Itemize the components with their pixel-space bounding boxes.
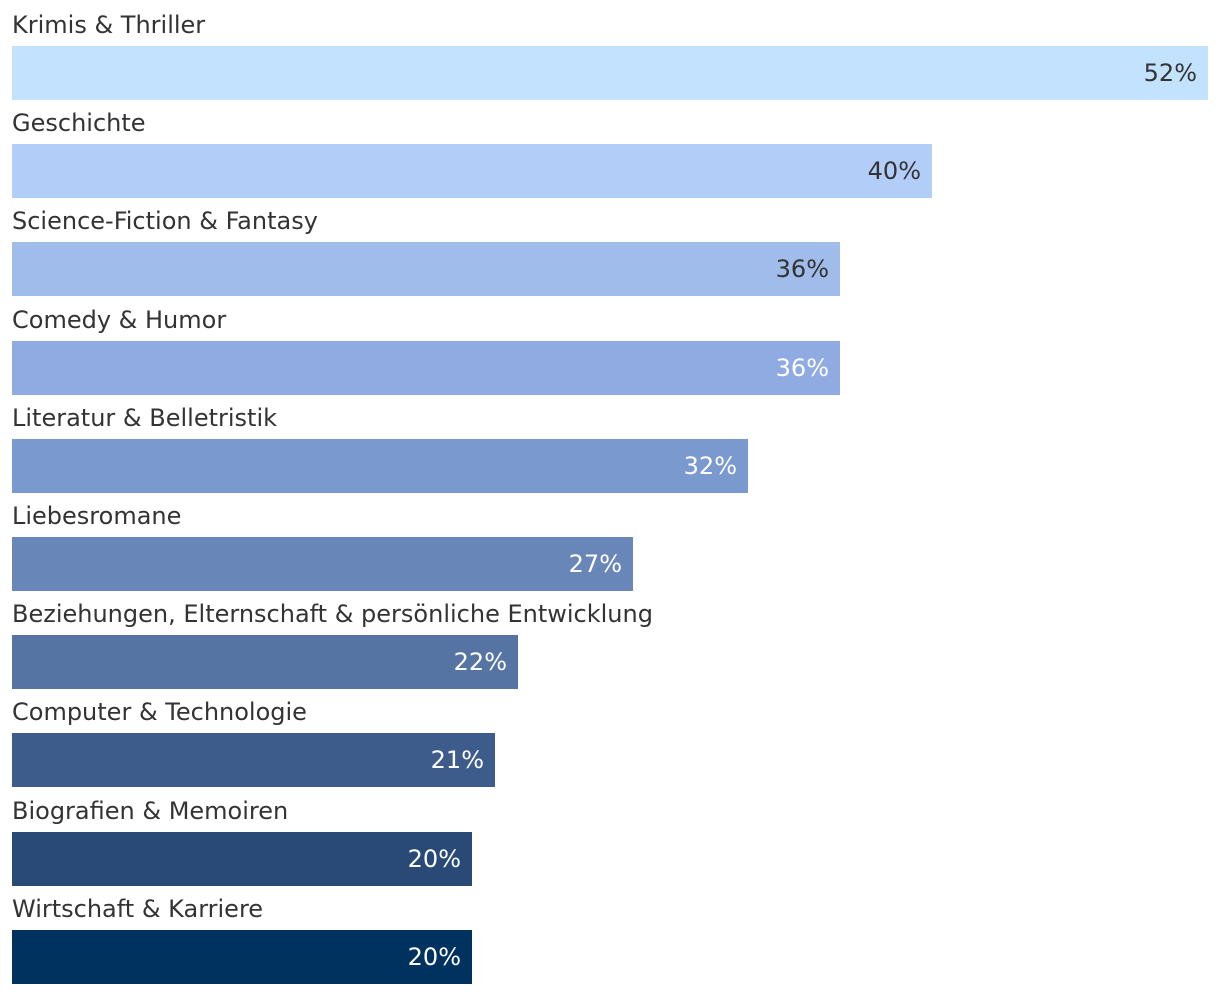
- value-label: 27%: [568, 550, 622, 578]
- value-label: 52%: [1143, 59, 1197, 87]
- category-label: Computer & Technologie: [12, 698, 307, 727]
- category-label: Comedy & Humor: [12, 305, 227, 334]
- bar: 22%: [12, 635, 518, 690]
- value-label: 32%: [683, 451, 737, 480]
- value-label: 22%: [453, 648, 507, 677]
- category-label: Literatur & Belletristik: [12, 403, 278, 432]
- value-label: 20%: [407, 942, 461, 971]
- category-label: Geschichte: [12, 109, 146, 138]
- bar: 20%: [12, 831, 472, 886]
- category-label: Biografien & Memoiren: [12, 796, 289, 825]
- bar-row: Literatur & Belletristik 32%: [12, 395, 1208, 493]
- category-label: Science-Fiction & Fantasy: [12, 207, 318, 236]
- value-label: 40%: [867, 157, 921, 186]
- bar-row: Beziehungen, Elternschaft & persönliche …: [12, 591, 1208, 690]
- value-label: 20%: [407, 844, 461, 873]
- bar-row: Krimis & Thriller 52%: [12, 2, 1208, 100]
- bar: 40%: [12, 144, 932, 199]
- category-label: Beziehungen, Elternschaft & persönliche …: [12, 600, 653, 629]
- bar: 36%: [12, 340, 840, 395]
- value-label: 36%: [775, 255, 829, 284]
- category-label: Krimis & Thriller: [12, 11, 206, 39]
- bar-row: Geschichte 40%: [12, 100, 1208, 199]
- bar-row: Biografien & Memoiren 20%: [12, 788, 1208, 886]
- bar-row: Computer & Technologie 21%: [12, 689, 1208, 788]
- bar: 32%: [12, 438, 748, 493]
- bar: 36%: [12, 242, 840, 297]
- category-label: Wirtschaft & Karriere: [12, 894, 264, 923]
- bar: 52%: [12, 46, 1208, 100]
- bar: 20%: [12, 929, 472, 984]
- value-label: 21%: [430, 746, 484, 775]
- bar: 27%: [12, 537, 633, 591]
- bar-row: Wirtschaft & Karriere 20%: [12, 886, 1208, 984]
- bar-row: Liebesromane 27%: [12, 493, 1208, 591]
- value-label: 36%: [775, 353, 829, 382]
- bar-row: Comedy & Humor 36%: [12, 297, 1208, 395]
- bar: 21%: [12, 733, 495, 788]
- bar-row: Science-Fiction & Fantasy 36%: [12, 198, 1208, 297]
- category-label: Liebesromane: [12, 502, 182, 530]
